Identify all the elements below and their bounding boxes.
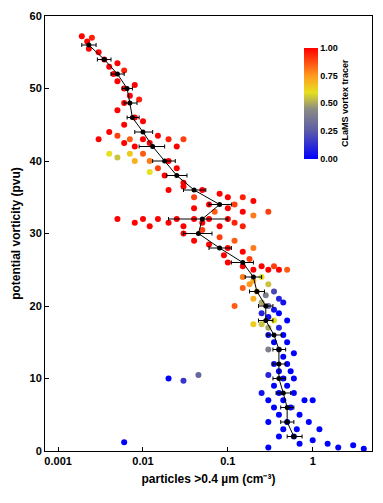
- svg-text:0.50: 0.50: [320, 98, 338, 108]
- svg-text:particles >0.4 µm (cm⁻³): particles >0.4 µm (cm⁻³): [142, 472, 276, 486]
- svg-text:0.01: 0.01: [132, 455, 153, 467]
- svg-text:CLaMS vortex tracer: CLaMS vortex tracer: [340, 59, 350, 147]
- svg-text:40: 40: [30, 155, 42, 167]
- svg-text:0.25: 0.25: [320, 126, 338, 136]
- svg-text:0: 0: [36, 445, 42, 457]
- svg-text:0.00: 0.00: [320, 154, 338, 164]
- svg-text:0.001: 0.001: [44, 455, 72, 467]
- svg-text:50: 50: [30, 82, 42, 94]
- svg-text:0.1: 0.1: [220, 455, 235, 467]
- svg-text:1: 1: [310, 455, 316, 467]
- svg-text:10: 10: [30, 372, 42, 384]
- svg-text:30: 30: [30, 227, 42, 239]
- svg-text:0.75: 0.75: [320, 71, 338, 81]
- svg-text:potential vorticity (pvu): potential vorticity (pvu): [9, 167, 23, 300]
- svg-text:60: 60: [30, 10, 42, 22]
- svg-text:1.00: 1.00: [320, 43, 338, 53]
- svg-text:20: 20: [30, 300, 42, 312]
